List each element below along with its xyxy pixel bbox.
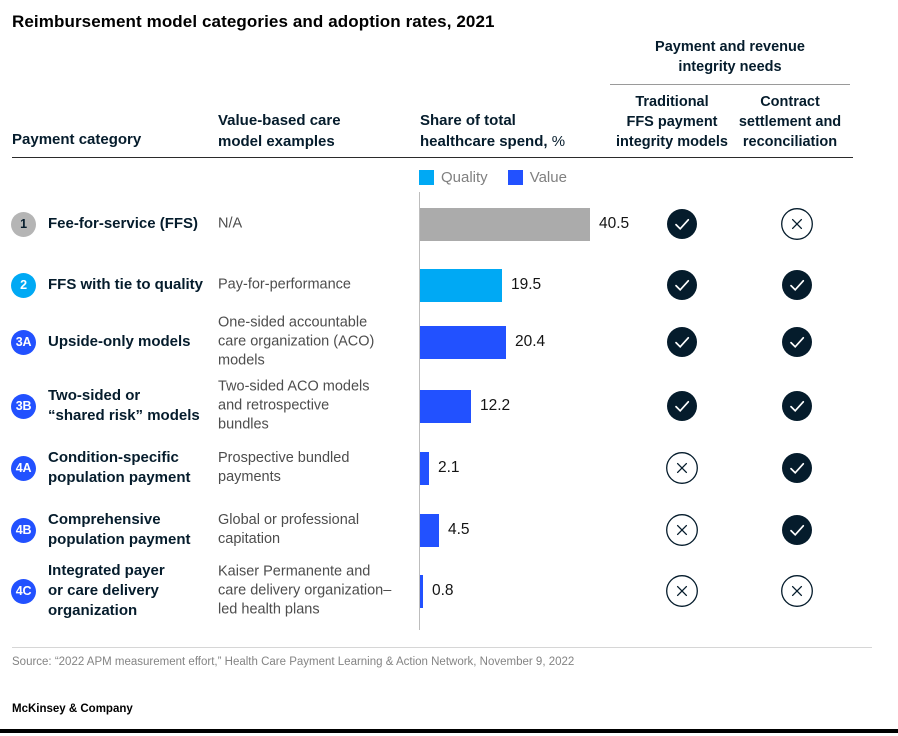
check-icon [781,514,813,546]
category-label: Condition-specific population payment [48,449,191,486]
column-header-spend-text: Share of total healthcare spend, [420,112,548,150]
column-header-spend-unit: % [547,133,566,150]
spend-bar [420,575,423,608]
category-badge: 4B [11,517,36,543]
model-example-text: Two-sided ACO models and retrospective b… [218,378,370,433]
spend-bar [420,390,471,423]
category-label: Upside-only models [48,333,191,350]
category-badge: 3A [11,329,36,355]
value-swatch-icon [507,170,523,185]
model-example-text: One-sided accountable care organization … [218,314,375,369]
spend-bar [420,269,502,302]
category-label: FFS with tie to quality [48,276,203,293]
category-badge: 4C [11,578,36,604]
category-badge: 2 [11,272,36,298]
spend-value: 20.4 [515,333,546,350]
check-icon [666,326,698,358]
check-icon [781,326,813,358]
quality-swatch-icon [419,170,434,185]
check-icon [781,452,813,484]
spend-bar [420,326,506,359]
check-icon [781,269,813,301]
cross-icon [666,575,698,607]
column-header-examples: Value-based care model examples [218,112,341,150]
column-header-spend: Share of total healthcare spend, % [420,110,565,152]
header-rule [12,157,853,158]
check-icon [666,390,698,422]
category-label: Fee-for-service (FFS) [48,215,199,232]
bottom-rule [0,729,898,733]
model-example-text: Pay-for-performance [218,276,351,293]
model-example-text: Prospective bundled payments [218,450,350,485]
check-icon [666,208,698,240]
spend-bar [420,514,439,547]
legend-label-value: Value [529,169,567,186]
source-divider [12,647,872,648]
chart-axis-line [419,192,420,630]
check-icon [781,390,813,422]
category-badge: 1 [11,211,36,237]
legend-item-quality: Quality [419,169,488,186]
spend-value: 4.5 [448,521,470,538]
category-badge: 3B [11,393,36,419]
column-header-payment-category: Payment category [12,131,142,148]
spend-value: 2.1 [438,459,460,476]
model-example-text: Global or professional capitation [218,512,360,547]
spend-value: 19.5 [511,276,542,293]
cross-icon [666,452,698,484]
spend-value: 40.5 [599,215,630,232]
legend-label-quality: Quality [441,169,488,186]
category-badge: 4A [11,455,36,481]
column-header-ffs-integrity: Traditional FFS payment integrity models [616,94,728,150]
check-icon [666,269,698,301]
cross-icon [781,208,813,240]
spend-value: 0.8 [432,582,454,599]
column-header-contract-settlement: Contract settlement and reconciliation [738,94,842,150]
spend-value: 12.2 [480,397,511,414]
legend-item-value: Value [507,169,567,186]
group-header-underline [610,84,850,85]
model-example-text: Kaiser Permanente and care delivery orga… [218,563,392,618]
mckinsey-wordmark: McKinsey & Company [12,703,133,715]
source-note: Source: “2022 APM measurement effort,” H… [12,656,575,668]
category-label: Comprehensive population payment [48,511,191,548]
spend-bar [420,452,429,485]
spend-bar [420,208,590,241]
model-example-text: N/A [218,215,243,232]
exhibit-title: Reimbursement model categories and adopt… [12,12,495,31]
chart-legend: Quality Value [419,169,567,186]
category-label: Integrated payer or care delivery organi… [48,562,165,619]
cross-icon [666,514,698,546]
category-label: Two-sided or “shared risk” models [48,387,200,424]
column-group-header: Payment and revenue integrity needs [655,39,805,75]
cross-icon [781,575,813,607]
